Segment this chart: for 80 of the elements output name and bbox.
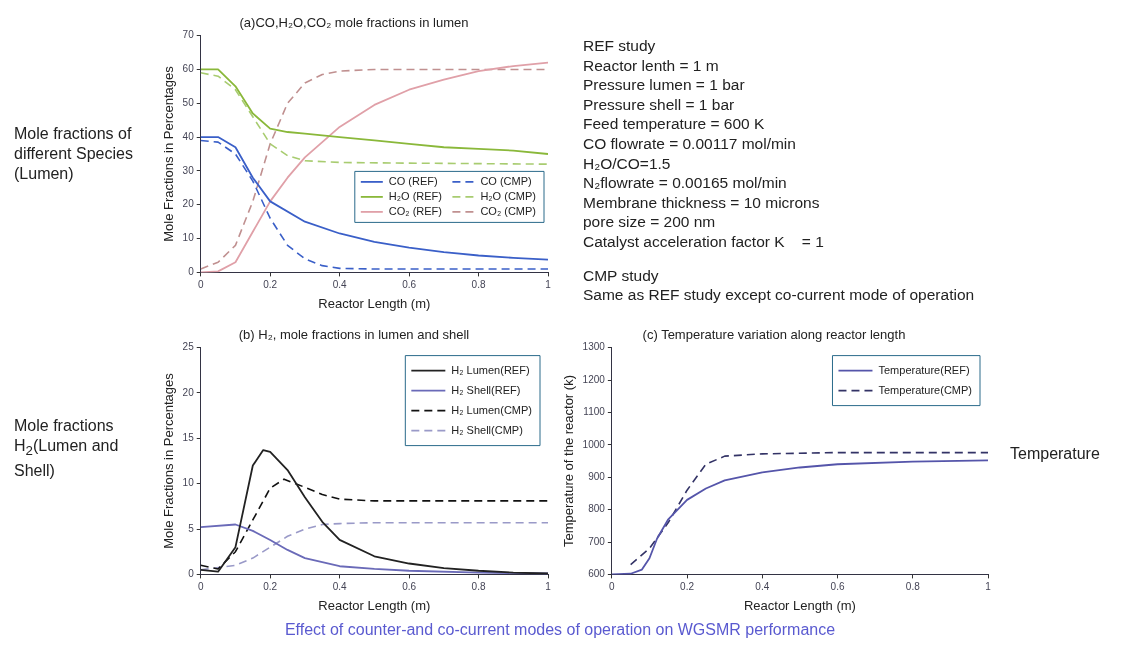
text: CMP study (583, 265, 660, 286)
y-tick-label: 1100 (583, 406, 606, 418)
x-tick-label: 0.2 (263, 581, 278, 593)
text: Membrane thickness = 10 microns (583, 192, 821, 213)
chart-title: (c) Temperature variation along reactor length (642, 327, 906, 343)
x-tick-label: 1 (545, 581, 552, 593)
text: pore size = 200 nm (583, 212, 717, 232)
legend-label: CO₂ (REF) (388, 204, 442, 217)
text: Feed temperature = 600 K (583, 114, 766, 134)
x-tick-label: 0.2 (263, 279, 278, 291)
x-tick-label: 0.4 (755, 581, 770, 593)
text: Pressure shell = 1 bar (583, 94, 736, 115)
y-tick-label: 25 (182, 341, 195, 353)
legend-label: H₂ Shell(CMP) (451, 423, 523, 436)
line-series (200, 478, 548, 570)
legend-label: H₂O (CMP) (480, 189, 537, 202)
y-tick-label: 0 (188, 266, 195, 278)
text: REF study (583, 36, 657, 56)
legend-label: H₂ Shell(REF) (451, 383, 521, 396)
y-tick-label: 10 (182, 477, 195, 489)
x-tick-label: 1 (545, 279, 552, 291)
y-tick-label: 900 (588, 470, 606, 482)
y-tick-label: 70 (182, 29, 195, 41)
x-tick-label: 0.8 (471, 279, 486, 291)
legend-label: CO (REF) (388, 174, 438, 187)
legend-label: H₂ Lumen(REF) (451, 363, 530, 376)
y-tick-label: 60 (182, 63, 195, 75)
text: Catalyst acceleration factor K = 1 (583, 231, 825, 252)
y-tick-label: 1000 (582, 438, 606, 450)
text: Same as REF study except co-current mode of operation (583, 285, 976, 305)
x-axis-title: Reactor Length (m) (743, 597, 856, 613)
legend-label: CO₂ (CMP) (480, 204, 537, 217)
text: Mole fractions H$_{2}$(Lumen and Shell) (14, 416, 120, 482)
y-tick-label: 30 (182, 164, 195, 176)
y-tick-label: 20 (182, 386, 195, 398)
legend-label: H₂O (REF) (388, 189, 442, 202)
line-series (629, 451, 988, 566)
chart-title: (b) H₂, mole fractions in lumen and shell (238, 327, 470, 343)
x-tick-label: 0.2 (680, 581, 695, 593)
y-tick-label: 1300 (582, 341, 606, 353)
y-tick-label: 15 (182, 432, 195, 444)
legend-label: Temperature(CMP) (878, 383, 973, 396)
y-axis-title: Mole Fractions in Percentages (161, 65, 177, 242)
x-tick-label: 0.6 (402, 581, 417, 593)
text: Effect of counter-and co-current modes of operation on WGSMR performance (283, 620, 837, 640)
x-tick-label: 1 (985, 581, 992, 593)
legend-label: H₂ Lumen(CMP) (451, 403, 533, 416)
y-tick-label: 40 (182, 130, 195, 142)
y-tick-label: 10 (182, 232, 195, 244)
y-tick-label: 700 (588, 535, 606, 547)
text: Mole fractions of different Species (Lumen) (14, 124, 134, 184)
chart-title: (a)CO,H₂O,CO₂ mole fractions in lumen (239, 15, 469, 31)
text: N₂flowrate = 0.00165 mol/min (583, 173, 788, 193)
text: H₂O/CO=1.5 (583, 153, 672, 174)
x-tick-label: 0.6 (830, 581, 845, 593)
text: Temperature (1010, 444, 1101, 464)
y-tick-label: 600 (588, 568, 606, 580)
x-axis-title: Reactor Length (m) (318, 295, 431, 311)
y-axis-title: Temperature of the reactor (k) (561, 375, 577, 547)
x-axis-title: Reactor Length (m) (318, 597, 431, 613)
y-tick-label: 5 (188, 522, 195, 534)
x-tick-label: 0 (609, 581, 616, 593)
y-axis-title: Mole Fractions in Percentages (161, 372, 177, 549)
x-tick-label: 0.4 (332, 581, 348, 593)
legend-label: Temperature(REF) (878, 363, 970, 376)
text: CO flowrate = 0.00117 mol/min (583, 133, 797, 154)
x-tick-label: 0.8 (471, 581, 486, 593)
x-tick-label: 0 (197, 581, 204, 593)
x-tick-label: 0.8 (905, 581, 921, 593)
y-tick-label: 0 (188, 568, 195, 580)
text: Reactor lenth = 1 m (583, 55, 720, 76)
y-tick-label: 1200 (582, 373, 606, 385)
x-tick-label: 0.4 (332, 279, 348, 291)
y-tick-label: 20 (182, 198, 195, 210)
x-tick-label: 0 (197, 279, 204, 291)
y-tick-label: 800 (588, 503, 606, 515)
y-tick-label: 50 (182, 97, 195, 109)
legend-label: CO (CMP) (480, 174, 532, 187)
x-tick-label: 0.6 (402, 279, 417, 291)
text: Pressure lumen = 1 bar (583, 75, 746, 95)
